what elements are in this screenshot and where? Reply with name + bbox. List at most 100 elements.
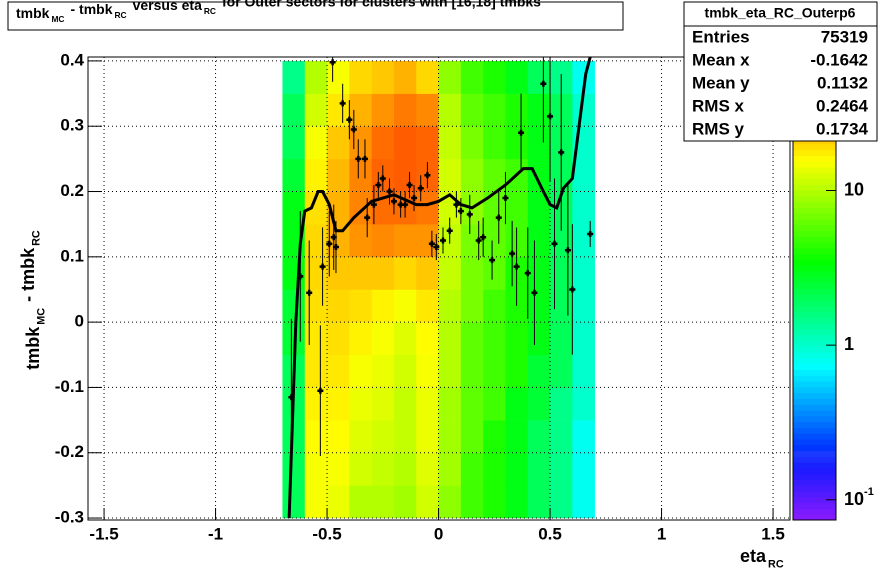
heat-cell (393, 126, 417, 160)
profile-point (564, 247, 571, 254)
stats-value: 0.2464 (816, 96, 869, 115)
colorbar-step (793, 317, 836, 324)
heat-cell (572, 322, 595, 356)
heat-cell (438, 387, 462, 421)
profile-point (332, 244, 339, 251)
colorbar-step (793, 514, 836, 521)
stats-label: Mean x (692, 50, 750, 69)
heat-cell (438, 60, 462, 94)
heat-cell (416, 420, 439, 454)
colorbar-step (793, 288, 836, 295)
heat-cell (505, 354, 529, 388)
heat-cell (327, 60, 350, 94)
heat-cell (327, 354, 350, 388)
colorbar-step (793, 201, 836, 208)
stats-value: 0.1132 (817, 73, 868, 92)
heat-cell (460, 387, 484, 421)
heat-cell (416, 191, 439, 225)
stats-label: Entries (692, 27, 750, 46)
profile-point (339, 100, 346, 107)
profile-point (402, 201, 409, 208)
heat-cell (505, 289, 529, 323)
profile-point (495, 214, 502, 221)
profile-point (329, 59, 336, 66)
heat-cell (349, 126, 372, 160)
heat-cell (349, 158, 372, 192)
heat-cell (282, 420, 306, 454)
colorbar-step (793, 300, 836, 307)
colorbar-step (793, 236, 836, 243)
heat-cell (393, 289, 417, 323)
profile-point (513, 263, 520, 270)
profile-point (417, 185, 424, 192)
heat-cell (371, 420, 395, 454)
heat-cell (527, 93, 551, 127)
profile-point (364, 214, 371, 221)
stats-value: 0.1734 (816, 119, 869, 138)
heat-cell (393, 420, 417, 454)
heat-cell (416, 93, 439, 127)
heat-cell (550, 289, 573, 323)
y-tick-label: -0.1 (55, 377, 84, 396)
colorbar-step (793, 149, 836, 156)
heat-cell (304, 322, 328, 356)
heat-cell (304, 452, 328, 486)
profile-point (406, 181, 413, 188)
heat-cell (349, 224, 372, 258)
heat-cell (438, 452, 462, 486)
heat-cell (327, 485, 350, 519)
profile-point (558, 149, 565, 156)
heat-cell (483, 126, 506, 160)
heat-cell (371, 322, 395, 356)
heat-cell (483, 289, 506, 323)
heat-cell (438, 93, 462, 127)
colorbar-step (793, 219, 836, 226)
heat-cell (371, 224, 395, 258)
profile-point (489, 257, 496, 264)
profile-point (433, 244, 440, 251)
subscript: RC (204, 6, 216, 16)
heat-cell (282, 191, 306, 225)
profile-point (355, 155, 362, 162)
colorbar-step (793, 456, 836, 463)
heat-cell (460, 322, 484, 356)
heat-cell (527, 126, 551, 160)
heat-cell (505, 322, 529, 356)
colorbar-step (793, 323, 836, 330)
heat-cell (282, 60, 306, 94)
heat-cell (460, 452, 484, 486)
z-tick-mantissa: 10 (844, 489, 864, 509)
profile-point (428, 240, 435, 247)
fit-line (287, 56, 592, 519)
heat-cell (572, 289, 595, 323)
title-box (7, 1, 624, 31)
heat-cell (304, 93, 328, 127)
heat-cell (304, 387, 328, 421)
heat-cell (349, 387, 372, 421)
colorbar-step (793, 415, 836, 423)
heat-cell (416, 289, 439, 323)
x-tick-label: 1.5 (761, 524, 785, 543)
heat-cell (371, 93, 395, 127)
subscript: RC (30, 230, 42, 246)
heat-cell (304, 60, 328, 94)
colorbar-step (793, 172, 836, 180)
heat-cell (483, 354, 506, 388)
heat-cell (349, 485, 372, 519)
subscript: MC (51, 14, 64, 24)
heat-cell (483, 322, 506, 356)
heat-cell (483, 224, 506, 258)
heat-cell (327, 452, 350, 486)
heat-cell (327, 224, 350, 258)
chart-title: tmbk MC- tmbk RCversus eta RCfor Outer sect… (16, 0, 541, 24)
z-tick-mantissa: 1 (844, 334, 854, 354)
heat-cell (527, 289, 551, 323)
y-axis-label: tmbkMC - tmbkRC (18, 230, 48, 370)
profile-point (569, 286, 576, 293)
profile-point (319, 263, 326, 270)
colorbar-step (793, 155, 836, 162)
heat-cell (393, 224, 417, 258)
heat-cell (349, 256, 372, 290)
overlay (287, 56, 594, 519)
heat-cell (460, 60, 484, 94)
